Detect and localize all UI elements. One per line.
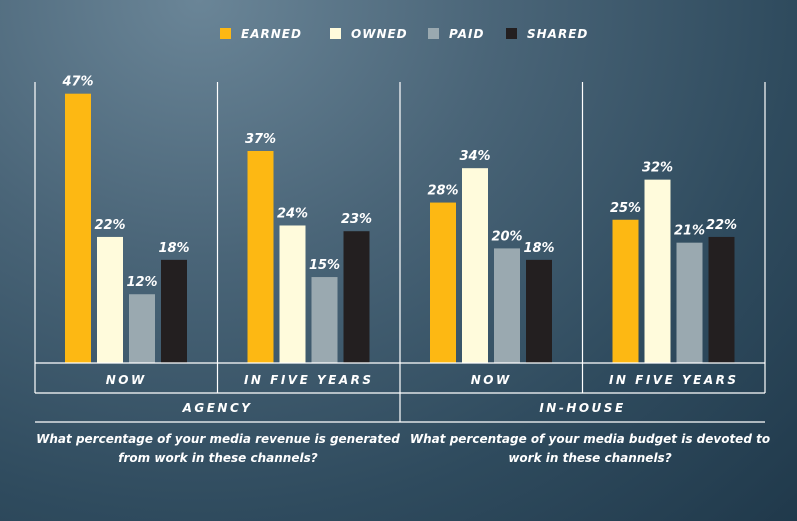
legend-swatch-earned (220, 28, 231, 39)
bar-3-shared (526, 259, 552, 363)
bar-4-shared (708, 236, 735, 363)
question-agency: What percentage of your media revenue is… (36, 432, 400, 465)
bar-3-earned (430, 202, 456, 363)
bar-1-paid (129, 294, 155, 363)
value-label-4-shared: 22% (706, 218, 737, 233)
value-label-1-shared: 18% (158, 241, 189, 256)
bar-2-shared (343, 231, 370, 363)
bar-2-earned (247, 150, 274, 363)
bar-1-owned (97, 236, 123, 363)
bar-4-paid (676, 242, 703, 363)
category-label-1: NOW (106, 373, 147, 387)
legend-swatch-shared (506, 28, 517, 39)
bar-2-owned (279, 225, 306, 363)
category-label-2: IN FIVE YEARS (244, 373, 374, 387)
bar-2-paid (311, 277, 338, 363)
parent-label-agency: AGENCY (182, 401, 253, 415)
value-label-1-earned: 47% (61, 75, 93, 90)
value-label-1-paid: 12% (126, 275, 157, 290)
legend-label-owned: OWNED (351, 27, 408, 41)
category-label-3: NOW (471, 373, 512, 387)
value-label-2-paid: 15% (309, 258, 340, 273)
value-label-4-owned: 32% (642, 161, 673, 176)
bar-3-paid (494, 248, 520, 363)
legend-label-shared: SHARED (527, 27, 588, 41)
bar-4-earned (612, 219, 639, 363)
value-label-2-earned: 37% (245, 132, 276, 147)
value-label-4-earned: 25% (610, 201, 641, 216)
value-label-3-earned: 28% (427, 184, 458, 199)
value-label-3-paid: 20% (491, 229, 522, 244)
parent-label-in-house: IN-HOUSE (539, 401, 625, 415)
value-label-1-owned: 22% (94, 218, 125, 233)
category-label-4: IN FIVE YEARS (609, 373, 739, 387)
bar-1-shared (161, 259, 187, 363)
value-label-2-shared: 23% (341, 212, 372, 227)
bar-1-earned (65, 93, 91, 363)
question-in-house: What percentage of your media budget is … (409, 432, 771, 465)
value-label-3-owned: 34% (459, 149, 490, 164)
legend-label-earned: EARNED (241, 27, 302, 41)
legend-swatch-paid (428, 28, 439, 39)
legend-swatch-owned (330, 28, 341, 39)
value-label-2-owned: 24% (277, 206, 308, 221)
legend-label-paid: PAID (449, 27, 484, 41)
bar-4-owned (644, 179, 671, 363)
bar-3-owned (462, 168, 488, 363)
value-label-3-shared: 18% (523, 241, 554, 256)
value-label-4-paid: 21% (674, 224, 705, 239)
